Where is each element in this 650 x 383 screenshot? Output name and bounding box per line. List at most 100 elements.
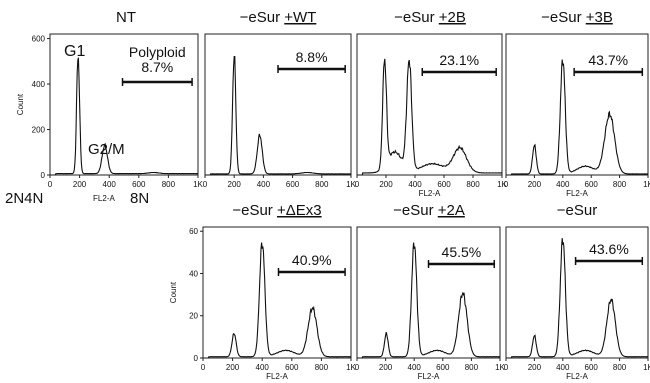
x-axis-label: FL2-A bbox=[566, 189, 588, 198]
y-tick-label: 400 bbox=[32, 80, 46, 89]
panel-title-part: +2A bbox=[438, 202, 465, 219]
histogram-trace bbox=[357, 58, 502, 176]
y-axis-label: Count bbox=[16, 93, 25, 115]
x-tick-label: 1K bbox=[346, 363, 356, 372]
x-tick-label: 1K bbox=[643, 363, 650, 372]
plot-frame bbox=[49, 33, 199, 176]
panel-title-part: −eSur bbox=[541, 9, 586, 26]
panel-title: NT bbox=[116, 9, 136, 26]
histogram-panel: 0 200 400 600 800 1K 0 200 400 600 Count NT 8.7%Poly… bbox=[16, 9, 204, 189]
y-tick-label: 200 bbox=[32, 126, 46, 135]
panel-title-part: +2B bbox=[439, 9, 466, 26]
x-tick-label: 800 bbox=[162, 180, 176, 189]
histogram-trace bbox=[205, 56, 351, 176]
x-tick-label: 600 bbox=[286, 180, 300, 189]
x-tick-label: 400 bbox=[556, 363, 570, 372]
x-tick-label: 400 bbox=[556, 180, 570, 189]
x-tick-label: 1K bbox=[346, 180, 356, 189]
y-tick-label: 0 bbox=[41, 171, 46, 180]
x-tick-label: 0 bbox=[504, 180, 509, 189]
panel-title-part: NT bbox=[116, 9, 136, 26]
panel-title: −eSur bbox=[557, 202, 597, 219]
x-tick-label: 400 bbox=[103, 180, 117, 189]
x-axis-label: FL2-A bbox=[566, 372, 588, 381]
x-tick-label: 600 bbox=[437, 180, 451, 189]
panel-title-part: −eSur bbox=[394, 9, 439, 26]
peak-annotation: G2/M bbox=[88, 141, 125, 158]
panel-title-part: −eSur bbox=[557, 202, 597, 219]
x-tick-label: 400 bbox=[408, 363, 422, 372]
x-tick-label: 600 bbox=[585, 180, 599, 189]
x-tick-label: 1K bbox=[193, 180, 203, 189]
x-tick-label: 0 bbox=[203, 180, 208, 189]
x-axis-label: FL2-A bbox=[266, 372, 288, 381]
x-tick-label: 0 bbox=[355, 180, 360, 189]
x-tick-label: 0 bbox=[48, 180, 53, 189]
x-tick-label: 200 bbox=[528, 180, 542, 189]
x-tick-label: 800 bbox=[466, 180, 480, 189]
histogram-panel: 0 200 400 600 800 1K −eSur +WT 8.8% bbox=[203, 9, 357, 189]
gate-percentage-label: 40.9% bbox=[292, 252, 332, 268]
bottom-label: 2N4N FL2-A 8N bbox=[5, 190, 205, 210]
x-tick-label: 600 bbox=[585, 363, 599, 372]
histogram-trace bbox=[506, 238, 648, 359]
x-tick-label: 400 bbox=[257, 180, 271, 189]
x-tick-label: 1K bbox=[495, 363, 505, 372]
gate-percentage-label: 43.6% bbox=[589, 241, 629, 257]
bottom-label-axis: FL2-A bbox=[93, 194, 115, 203]
x-tick-label: 400 bbox=[408, 180, 422, 189]
y-tick-label: 600 bbox=[32, 35, 46, 44]
panel-title-part: +WT bbox=[284, 9, 316, 26]
x-tick-label: 800 bbox=[613, 180, 627, 189]
histogram-panel: 0 200 400 600 800 1K FL2-A −eSur +2A 45.5% bbox=[355, 202, 506, 381]
x-tick-label: 800 bbox=[315, 363, 329, 372]
panel-title-part: −eSur bbox=[232, 202, 277, 219]
gate-percentage-label: 8.8% bbox=[296, 49, 328, 65]
x-tick-label: 800 bbox=[613, 363, 627, 372]
y-axis-label: Count bbox=[169, 281, 178, 303]
gate-percentage-label: 45.5% bbox=[442, 244, 482, 260]
x-tick-label: 200 bbox=[73, 180, 87, 189]
x-tick-label: 0 bbox=[504, 363, 509, 372]
x-tick-label: 0 bbox=[355, 363, 360, 372]
gate-percentage-label: 23.1% bbox=[439, 52, 479, 68]
histogram-trace bbox=[203, 242, 351, 359]
y-tick-label: 60 bbox=[189, 227, 198, 236]
panel-title: −eSur +3B bbox=[541, 9, 613, 26]
gate-percentage-label: 8.7% bbox=[141, 59, 173, 75]
gate-population-label: Polyploid bbox=[129, 44, 186, 60]
y-tick-label: 0 bbox=[194, 354, 199, 363]
x-tick-label: 600 bbox=[132, 180, 146, 189]
x-axis-label: FL2-A bbox=[419, 189, 441, 198]
plot-frame bbox=[202, 226, 352, 359]
plot-frame bbox=[505, 33, 649, 176]
x-tick-label: 200 bbox=[379, 363, 393, 372]
plot-frame bbox=[356, 226, 501, 359]
x-tick-label: 1K bbox=[497, 180, 507, 189]
peak-annotation: G1 bbox=[64, 43, 85, 60]
x-tick-label: 200 bbox=[379, 180, 393, 189]
plot-frame bbox=[204, 33, 352, 176]
y-tick-label: 40 bbox=[189, 269, 198, 278]
bottom-label-ploidy-left: 2N4N bbox=[5, 190, 44, 207]
panel-title-part: +ΔEx3 bbox=[277, 202, 322, 219]
panel-title-part: −eSur bbox=[240, 9, 285, 26]
histogram-trace bbox=[50, 57, 198, 176]
panel-title: −eSur +2B bbox=[394, 9, 466, 26]
plot-frame bbox=[356, 33, 503, 176]
panel-title: −eSur +2A bbox=[393, 202, 465, 219]
histogram-panel: 0 200 400 600 800 1K FL2-A −eSur +2B 23.1% bbox=[355, 9, 508, 198]
x-tick-label: 200 bbox=[228, 180, 242, 189]
panel-title-part: +3B bbox=[586, 9, 613, 26]
x-tick-label: 200 bbox=[226, 363, 240, 372]
x-tick-label: 0 bbox=[201, 363, 206, 372]
x-tick-label: 1K bbox=[643, 180, 650, 189]
histogram-panel: 0 200 400 600 800 1K FL2-A −eSur +3B 43.7% bbox=[504, 9, 650, 198]
panel-title: −eSur +ΔEx3 bbox=[232, 202, 321, 219]
histogram-panel: 0 200 400 600 800 1K FL2-A −eSur 43.6% bbox=[504, 202, 650, 381]
histogram-trace bbox=[357, 242, 500, 359]
x-tick-label: 600 bbox=[285, 363, 299, 372]
x-tick-label: 400 bbox=[256, 363, 270, 372]
